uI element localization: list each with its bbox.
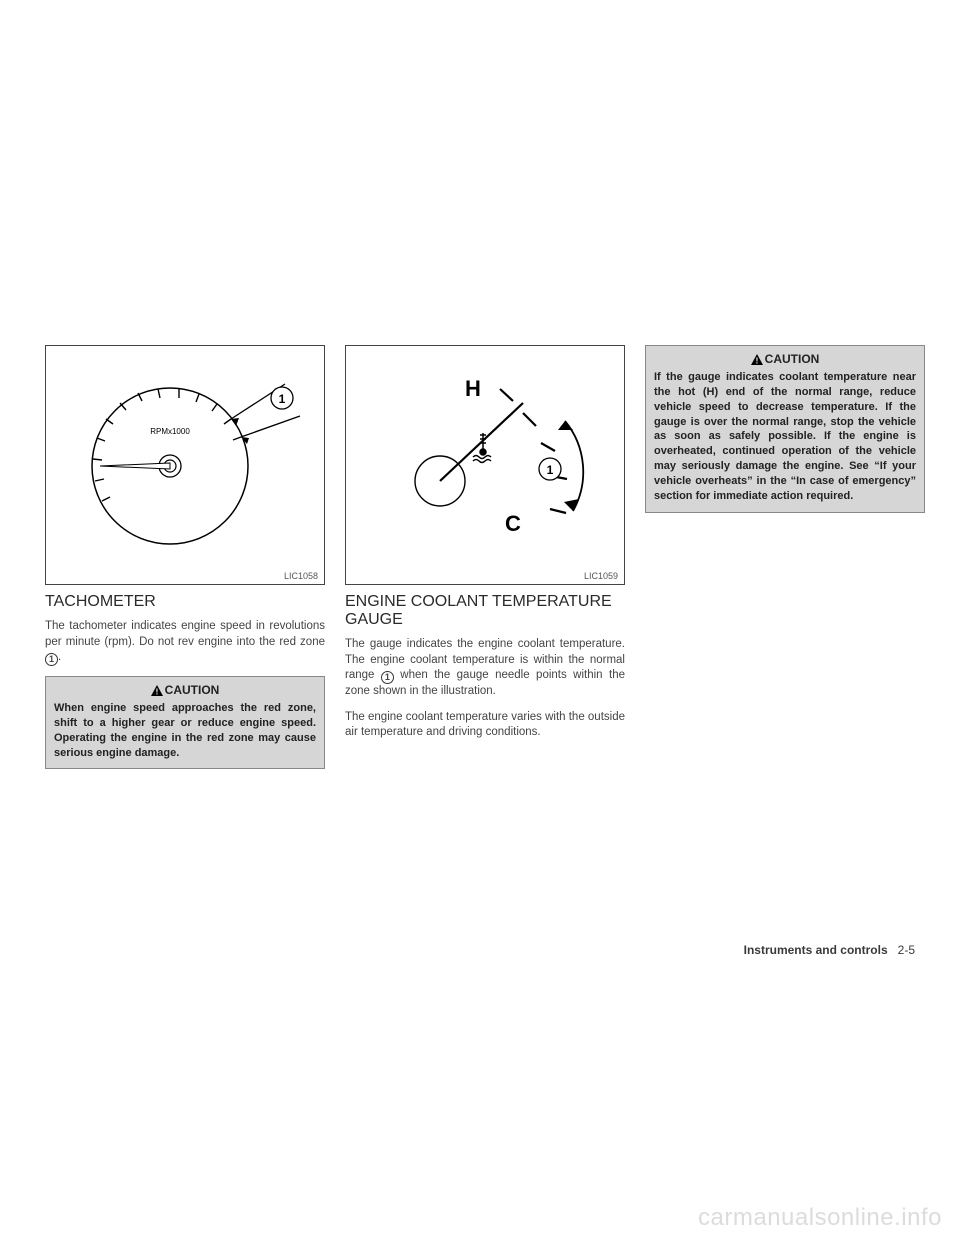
coolant-body1-callout: 1 [381,671,394,684]
tachometer-body: The tachometer indicates engine speed in… [45,619,325,666]
warning-icon: ! [151,685,163,696]
coolant-body-2: The engine coolant temperature varies wi… [345,710,625,741]
page-content: RPMx1000 1 LIC1058 TACHOMETER The tachom [45,345,915,769]
caution-text-1: When engine speed approaches the red zon… [54,701,316,760]
gauge-callout-number: 1 [547,463,554,477]
coolant-heading: ENGINE COOLANT TEMPERATURE GAUGE [345,593,625,629]
figure-label-1: LIC1058 [284,571,318,581]
caution-text-2: If the gauge indicates coolant temperatu… [654,370,916,504]
watermark: carmanualsonline.info [698,1204,942,1232]
footer-page: 2-5 [898,943,915,957]
tachometer-heading: TACHOMETER [45,593,325,611]
tach-inner-label: RPMx1000 [150,427,190,436]
coolant-figure: H C 1 [345,345,625,585]
tach-caution-box: ! CAUTION When engine speed approaches th… [45,676,325,769]
column-coolant: H C 1 [345,345,625,769]
svg-text:!: ! [755,357,758,366]
gauge-cold-label: C [505,511,521,536]
tachometer-figure: RPMx1000 1 LIC1058 [45,345,325,585]
footer-section: Instruments and controls [744,943,888,957]
tach-callout-number: 1 [279,392,286,406]
tach-body-post: . [58,651,61,663]
tach-body-callout: 1 [45,653,58,666]
tach-body-pre: The tachometer indicates engine speed in… [45,620,325,648]
column-caution: ! CAUTION If the gauge indicates coolant … [645,345,925,769]
warning-icon: ! [751,354,763,365]
caution-label-1: CAUTION [165,683,220,697]
coolant-caution-box: ! CAUTION If the gauge indicates coolant … [645,345,925,513]
figure-label-2: LIC1059 [584,571,618,581]
coolant-illustration: H C 1 [355,371,615,561]
caution-header-1: ! CAUTION [54,683,316,697]
gauge-hot-label: H [465,376,481,401]
caution-label-2: CAUTION [765,352,820,366]
tachometer-illustration: RPMx1000 1 [55,356,315,566]
page-footer: Instruments and controls 2-5 [744,943,915,957]
caution-header-2: ! CAUTION [654,352,916,366]
coolant-body-1: The gauge indicates the engine coolant t… [345,637,625,700]
svg-text:!: ! [155,688,158,697]
column-tachometer: RPMx1000 1 LIC1058 TACHOMETER The tachom [45,345,325,769]
